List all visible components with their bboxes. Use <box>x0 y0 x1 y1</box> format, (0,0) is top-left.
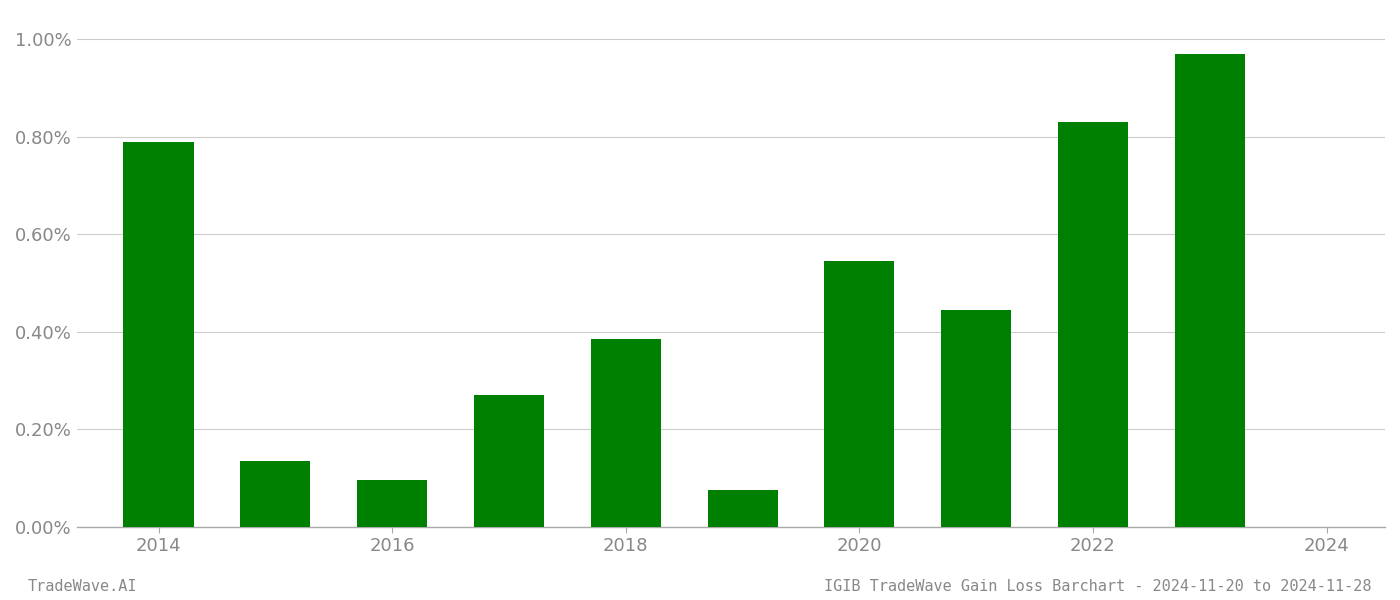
Bar <box>1058 122 1128 527</box>
Bar <box>357 480 427 527</box>
Bar <box>707 490 777 527</box>
Bar <box>241 461 311 527</box>
Text: IGIB TradeWave Gain Loss Barchart - 2024-11-20 to 2024-11-28: IGIB TradeWave Gain Loss Barchart - 2024… <box>825 579 1372 594</box>
Bar <box>825 261 895 527</box>
Bar <box>591 339 661 527</box>
Bar <box>941 310 1011 527</box>
Bar <box>473 395 545 527</box>
Text: TradeWave.AI: TradeWave.AI <box>28 579 137 594</box>
Bar <box>123 142 193 527</box>
Bar <box>1175 54 1245 527</box>
